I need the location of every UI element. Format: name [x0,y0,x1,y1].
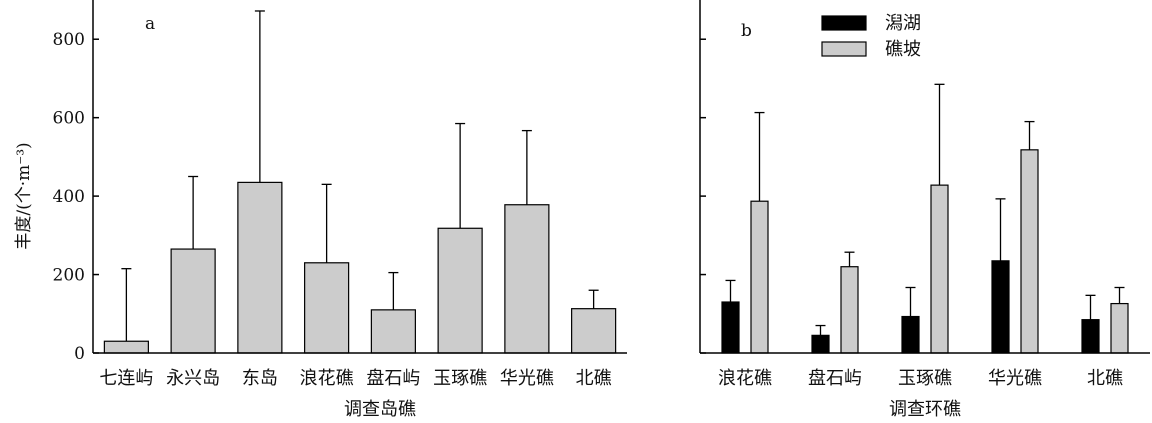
bar [721,301,740,354]
bar [237,181,283,354]
panel-b-marks [721,83,1129,354]
category-label: 七连屿 [99,368,153,389]
category-label: 玉琢礁 [898,368,952,389]
category-label: 华光礁 [500,368,554,389]
y-tick-label: 600 [53,109,85,129]
bar [930,184,949,354]
legend-label: 潟湖 [885,13,921,34]
y-axis-label: 丰度/(个·m⁻³) [14,142,34,249]
legend-label: 礁坡 [885,39,921,60]
bar [437,227,483,354]
y-tick-label: 200 [53,266,85,286]
bar [571,308,617,354]
category-label: 浪花礁 [718,368,772,389]
panel-b-y-ticks [700,38,706,354]
panel-b-category-labels: 浪花礁 盘石屿 玉琢礁 华光礁 北礁 [718,368,1123,389]
category-label: 盘石屿 [366,368,420,389]
panel-a-x-axis-title: 调查岛礁 [344,399,416,420]
category-label: 永兴岛 [166,368,220,389]
bar [103,340,149,354]
bar [901,315,920,354]
y-tick-label: 0 [74,344,85,364]
bar [504,204,550,354]
category-label: 华光礁 [988,368,1042,389]
bar [1081,319,1100,354]
category-label: 浪花礁 [300,368,354,389]
bar [1020,149,1039,354]
bar [750,200,769,354]
y-tick-label: 800 [53,30,85,50]
y-tick-label: 400 [53,187,85,207]
panel-a-label: a [145,14,155,34]
category-label: 北礁 [576,368,612,389]
category-label: 盘石屿 [808,368,862,389]
category-label: 北礁 [1087,368,1123,389]
bar [840,266,859,354]
bar [811,334,830,354]
category-label: 玉琢礁 [433,368,487,389]
legend-swatch [821,15,867,31]
legend-swatch [821,41,867,57]
chart-panel-a: 0 200 400 600 800 七连屿 永兴岛 东岛 浪花礁 盘石屿 玉琢礁 华光礁 北礁 a 调… [53,0,627,420]
panel-a-category-labels: 七连屿 永兴岛 东岛 浪花礁 盘石屿 玉琢礁 华光礁 北礁 [99,368,611,389]
category-label: 东岛 [242,368,278,389]
bar [304,262,350,354]
bar [170,248,216,354]
panel-a-marks [103,10,617,354]
bar [370,309,416,354]
panel-b-x-axis-title: 调查环礁 [889,399,961,420]
bar [991,260,1010,354]
panel-a-y-ticks: 0 200 400 600 800 [53,30,99,364]
bar [1110,302,1129,354]
panel-b-label: b [741,21,752,41]
